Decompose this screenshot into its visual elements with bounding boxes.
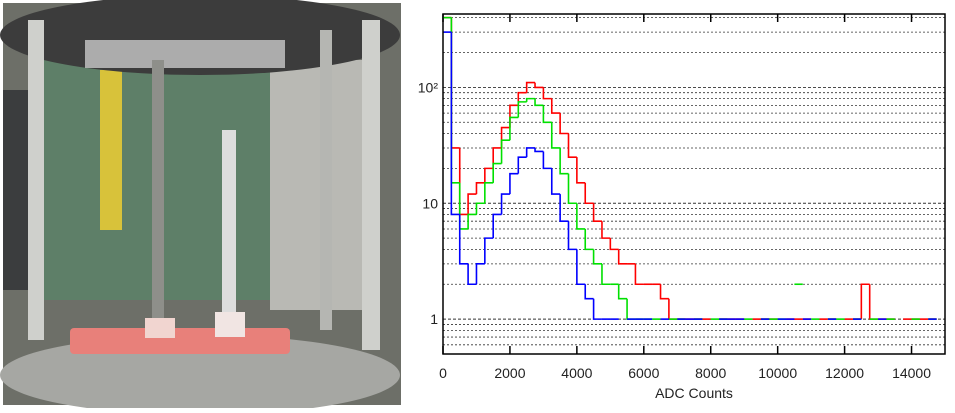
rod [362,20,380,350]
rod [320,30,332,330]
histogram-step [525,147,536,158]
histogram-step [592,249,602,265]
histogram-step [542,87,552,100]
rod [152,60,164,330]
histogram-step [450,17,460,149]
histogram-step [601,263,611,286]
histogram-step [484,182,494,204]
histogram-step [576,203,586,230]
histogram-step [509,116,519,141]
histogram-step [617,284,628,300]
histogram-step [559,147,569,175]
histogram-step [534,147,544,153]
histogram-step [609,238,619,251]
y-tick-label: 10 [422,195,438,211]
x-tick-label: 10000 [758,365,797,381]
base-plate [0,335,400,413]
histogram-step [626,298,636,320]
series-group [443,16,937,320]
photo [0,0,401,413]
rod [28,20,44,340]
x-tick-label: 6000 [628,365,659,381]
histogram-step [550,98,561,114]
histogram-step [534,82,544,89]
histogram-step [525,81,536,93]
histogram-step [868,284,879,320]
histogram-step [576,249,586,286]
histogram-step [567,133,577,158]
y-tick-label: 10² [418,79,439,95]
histogram-step [567,173,577,205]
histogram-step [592,203,602,223]
histogram-step [517,101,527,118]
histogram-step [492,162,502,183]
histogram-step [550,168,561,195]
histogram-step [584,228,594,251]
x-tick-label: 12000 [825,365,864,381]
histogram-step [500,193,510,215]
x-tick-label: 14000 [892,365,931,381]
histogram-step [467,193,477,215]
histogram-step [525,97,536,102]
histogram-step [534,98,544,107]
histogram-step [475,263,485,285]
histogram-step [542,105,552,124]
y-tick-label: 1 [430,311,438,327]
histogram-step [617,249,628,265]
block [145,318,175,338]
histogram-step [484,167,494,183]
histogram-step [542,151,552,170]
histogram-step [668,298,678,320]
histogram-step [467,263,477,286]
histogram-step [592,298,602,320]
x-tick-label: 8000 [695,365,726,381]
plot-frame [442,13,946,355]
red-bar [70,328,290,354]
block [215,312,245,337]
histogram-step [550,122,561,149]
histogram-step [467,213,477,229]
histogram-step [584,284,594,300]
histogram-step [458,214,469,265]
histogram-step [601,221,611,239]
histogram-step [484,237,494,264]
x-tick-label: 4000 [561,365,592,381]
paddle [85,40,285,68]
chart: ADC Counts 1 10 10² 0 2000 4000 6000 8000 10000 1… [418,13,946,401]
histogram-step [500,139,510,164]
histogram-step [584,182,594,205]
yellow-window [100,70,122,230]
histogram-step [475,202,485,215]
x-tick-label: 0 [439,365,447,381]
histogram-step [860,283,870,320]
histogram-step [567,221,577,251]
histogram-step [492,213,502,239]
column [222,130,236,330]
histogram-step [450,17,460,184]
histogram-step [475,182,485,195]
histogram-step [500,126,510,148]
histogram-step [559,113,569,135]
histogram-step [492,147,502,169]
histogram-step [517,156,527,174]
histogram-step [559,194,569,223]
histogram-step [509,104,519,128]
x-axis-label: ADC Counts [655,385,733,401]
histogram-step [634,263,644,286]
histogram-step [450,32,460,216]
histogram-step [576,157,586,184]
histogram-step [458,147,469,216]
histogram-step [509,172,519,195]
x-tick-label: 2000 [494,365,525,381]
histogram-step [659,284,669,300]
histogram-step [458,182,469,230]
